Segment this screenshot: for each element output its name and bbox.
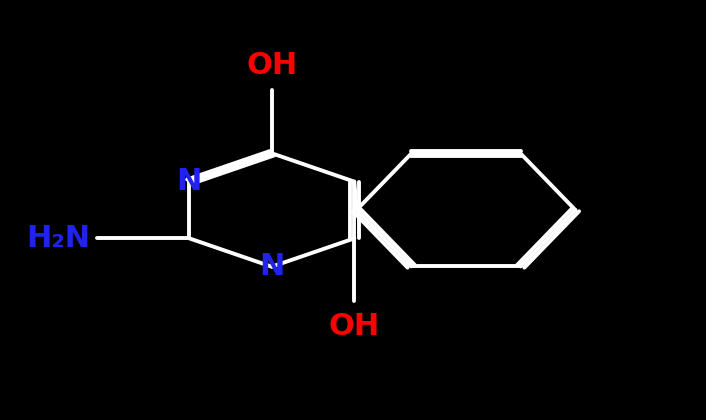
Text: H₂N: H₂N [26,224,90,253]
Text: N: N [259,252,285,281]
Text: OH: OH [246,51,297,80]
Text: N: N [176,167,202,196]
Text: OH: OH [329,312,380,341]
